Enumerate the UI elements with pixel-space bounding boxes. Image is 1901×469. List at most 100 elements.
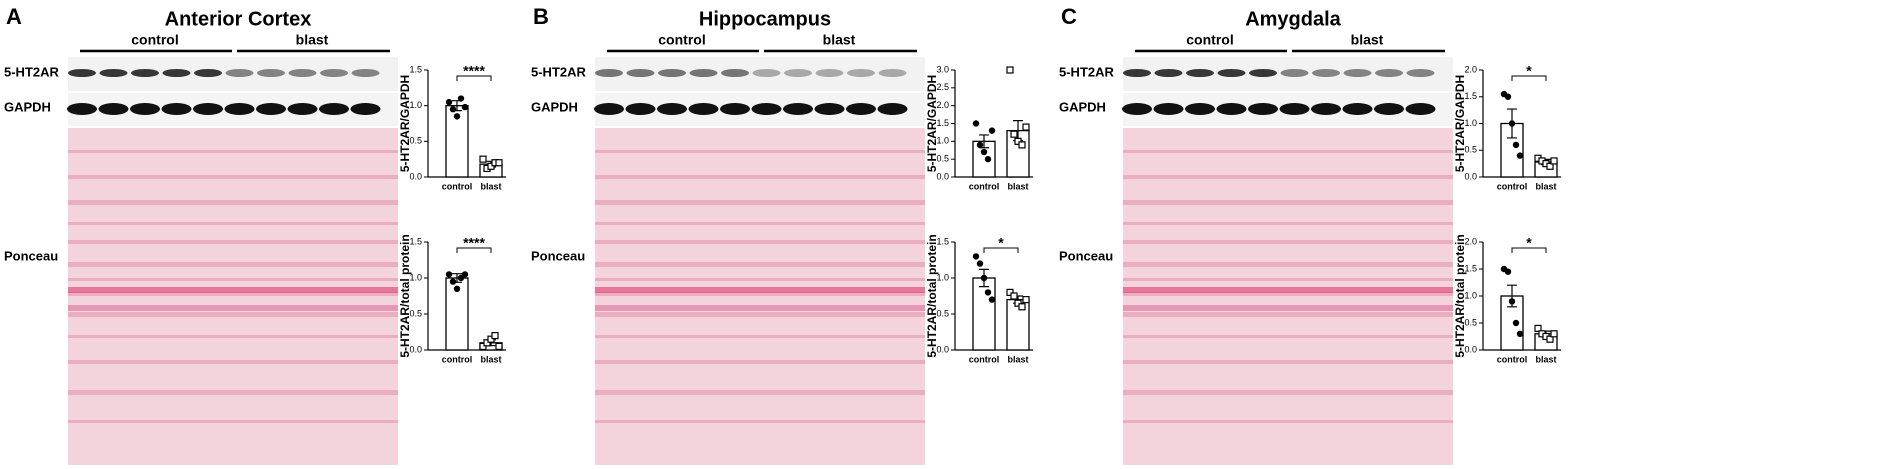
band bbox=[846, 103, 876, 115]
panel-title: Anterior Cortex bbox=[165, 8, 312, 30]
data-point bbox=[976, 260, 984, 267]
ponceau-stripe bbox=[595, 312, 925, 317]
x-tick-label: control bbox=[1497, 354, 1528, 364]
blot-ponceau bbox=[595, 128, 925, 465]
band bbox=[131, 69, 159, 77]
band bbox=[287, 103, 318, 115]
data-point bbox=[980, 274, 988, 282]
significance-bracket bbox=[1511, 75, 1547, 81]
band bbox=[658, 69, 686, 77]
ponceau-stripe bbox=[595, 305, 925, 311]
data-point bbox=[457, 95, 465, 102]
data-point bbox=[1516, 152, 1524, 159]
significance-label: * bbox=[998, 235, 1004, 251]
band bbox=[1406, 69, 1435, 77]
y-axis-label: 5-HT2AR/total protein bbox=[1453, 234, 1467, 357]
x-tick-label: blast bbox=[1535, 181, 1556, 191]
y-tick-label: 0.0 bbox=[409, 344, 422, 354]
band bbox=[721, 69, 749, 77]
data-point bbox=[1546, 162, 1554, 170]
data-point bbox=[1550, 157, 1558, 165]
ponceau-stripe bbox=[595, 150, 925, 153]
blot-ponceau bbox=[68, 128, 398, 465]
y-tick-label: 1.0 bbox=[409, 272, 422, 282]
band bbox=[878, 69, 907, 77]
y-tick-label: 1.5 bbox=[936, 118, 949, 128]
y-tick-label: 1.0 bbox=[936, 272, 949, 282]
band bbox=[814, 103, 845, 115]
blot-label: GAPDH bbox=[4, 99, 51, 114]
blot-label: Ponceau bbox=[531, 248, 585, 263]
y-tick-label: 2.0 bbox=[936, 100, 949, 110]
data-point bbox=[445, 98, 453, 106]
band bbox=[288, 69, 317, 77]
data-point bbox=[495, 159, 503, 167]
ponceau-stripe bbox=[68, 200, 398, 205]
y-tick-label: 3.0 bbox=[936, 64, 949, 74]
ponceau-stripe bbox=[68, 292, 398, 296]
band bbox=[1280, 69, 1309, 77]
band bbox=[1405, 103, 1436, 115]
y-tick-label: 1.5 bbox=[1464, 263, 1477, 273]
x-tick-label: blast bbox=[1007, 354, 1028, 364]
y-tick-label: 0.5 bbox=[409, 136, 422, 146]
data-point bbox=[461, 103, 469, 111]
y-tick-label: 0.5 bbox=[409, 308, 422, 318]
ponceau-stripe bbox=[595, 240, 925, 244]
band bbox=[657, 103, 687, 115]
ponceau-stripe bbox=[68, 278, 398, 281]
band bbox=[257, 69, 285, 77]
ponceau-stripe bbox=[68, 175, 398, 179]
bar bbox=[1006, 298, 1030, 351]
ponceau-stripe bbox=[595, 278, 925, 281]
band bbox=[1343, 69, 1372, 77]
x-tick-label: blast bbox=[1007, 181, 1028, 191]
significance-label: * bbox=[1526, 235, 1532, 251]
data-point bbox=[1018, 141, 1026, 149]
blot-label: Ponceau bbox=[4, 248, 58, 263]
data-point bbox=[1504, 93, 1512, 100]
y-tick-label: 0.5 bbox=[1464, 317, 1477, 327]
data-point bbox=[988, 127, 996, 134]
blot-label: GAPDH bbox=[531, 99, 578, 114]
y-tick-label: 1.5 bbox=[936, 236, 949, 246]
data-point bbox=[1534, 324, 1542, 332]
data-point bbox=[1010, 130, 1018, 138]
ponceau-stripe bbox=[1123, 240, 1453, 244]
band bbox=[1312, 69, 1340, 77]
ponceau-stripe bbox=[1123, 305, 1453, 311]
band bbox=[67, 103, 97, 115]
ponceau-stripe bbox=[1123, 200, 1453, 205]
y-tick-label: 0.0 bbox=[1464, 344, 1477, 354]
ponceau-stripe bbox=[68, 287, 398, 293]
data-point bbox=[972, 253, 980, 260]
y-tick-label: 0.0 bbox=[936, 171, 949, 181]
significance-label: * bbox=[1526, 63, 1532, 79]
group-label: control bbox=[658, 32, 705, 48]
panel-title: Amygdala bbox=[1245, 8, 1341, 30]
data-point bbox=[449, 278, 457, 285]
band bbox=[320, 69, 348, 77]
y-tick-label: 0.0 bbox=[936, 344, 949, 354]
ponceau-stripe bbox=[68, 305, 398, 311]
data-point bbox=[1512, 141, 1520, 149]
x-tick-label: blast bbox=[480, 181, 501, 191]
y-tick-label: 0.0 bbox=[409, 171, 422, 181]
band bbox=[1374, 103, 1404, 115]
data-point bbox=[461, 271, 469, 278]
ponceau-stripe bbox=[1123, 287, 1453, 293]
y-tick-label: 1.5 bbox=[409, 236, 422, 246]
y-axis-label: 5-HT2AR/GAPDH bbox=[398, 75, 412, 172]
ponceau-stripe bbox=[1123, 262, 1453, 267]
band bbox=[752, 69, 781, 77]
band bbox=[1153, 103, 1184, 115]
data-point bbox=[988, 296, 996, 303]
y-tick-label: 1.0 bbox=[1464, 118, 1477, 128]
panel-letter: C bbox=[1061, 4, 1077, 29]
band bbox=[1248, 103, 1278, 115]
band bbox=[1279, 103, 1310, 115]
band bbox=[751, 103, 782, 115]
band bbox=[130, 103, 160, 115]
ponceau-stripe bbox=[1123, 390, 1453, 395]
